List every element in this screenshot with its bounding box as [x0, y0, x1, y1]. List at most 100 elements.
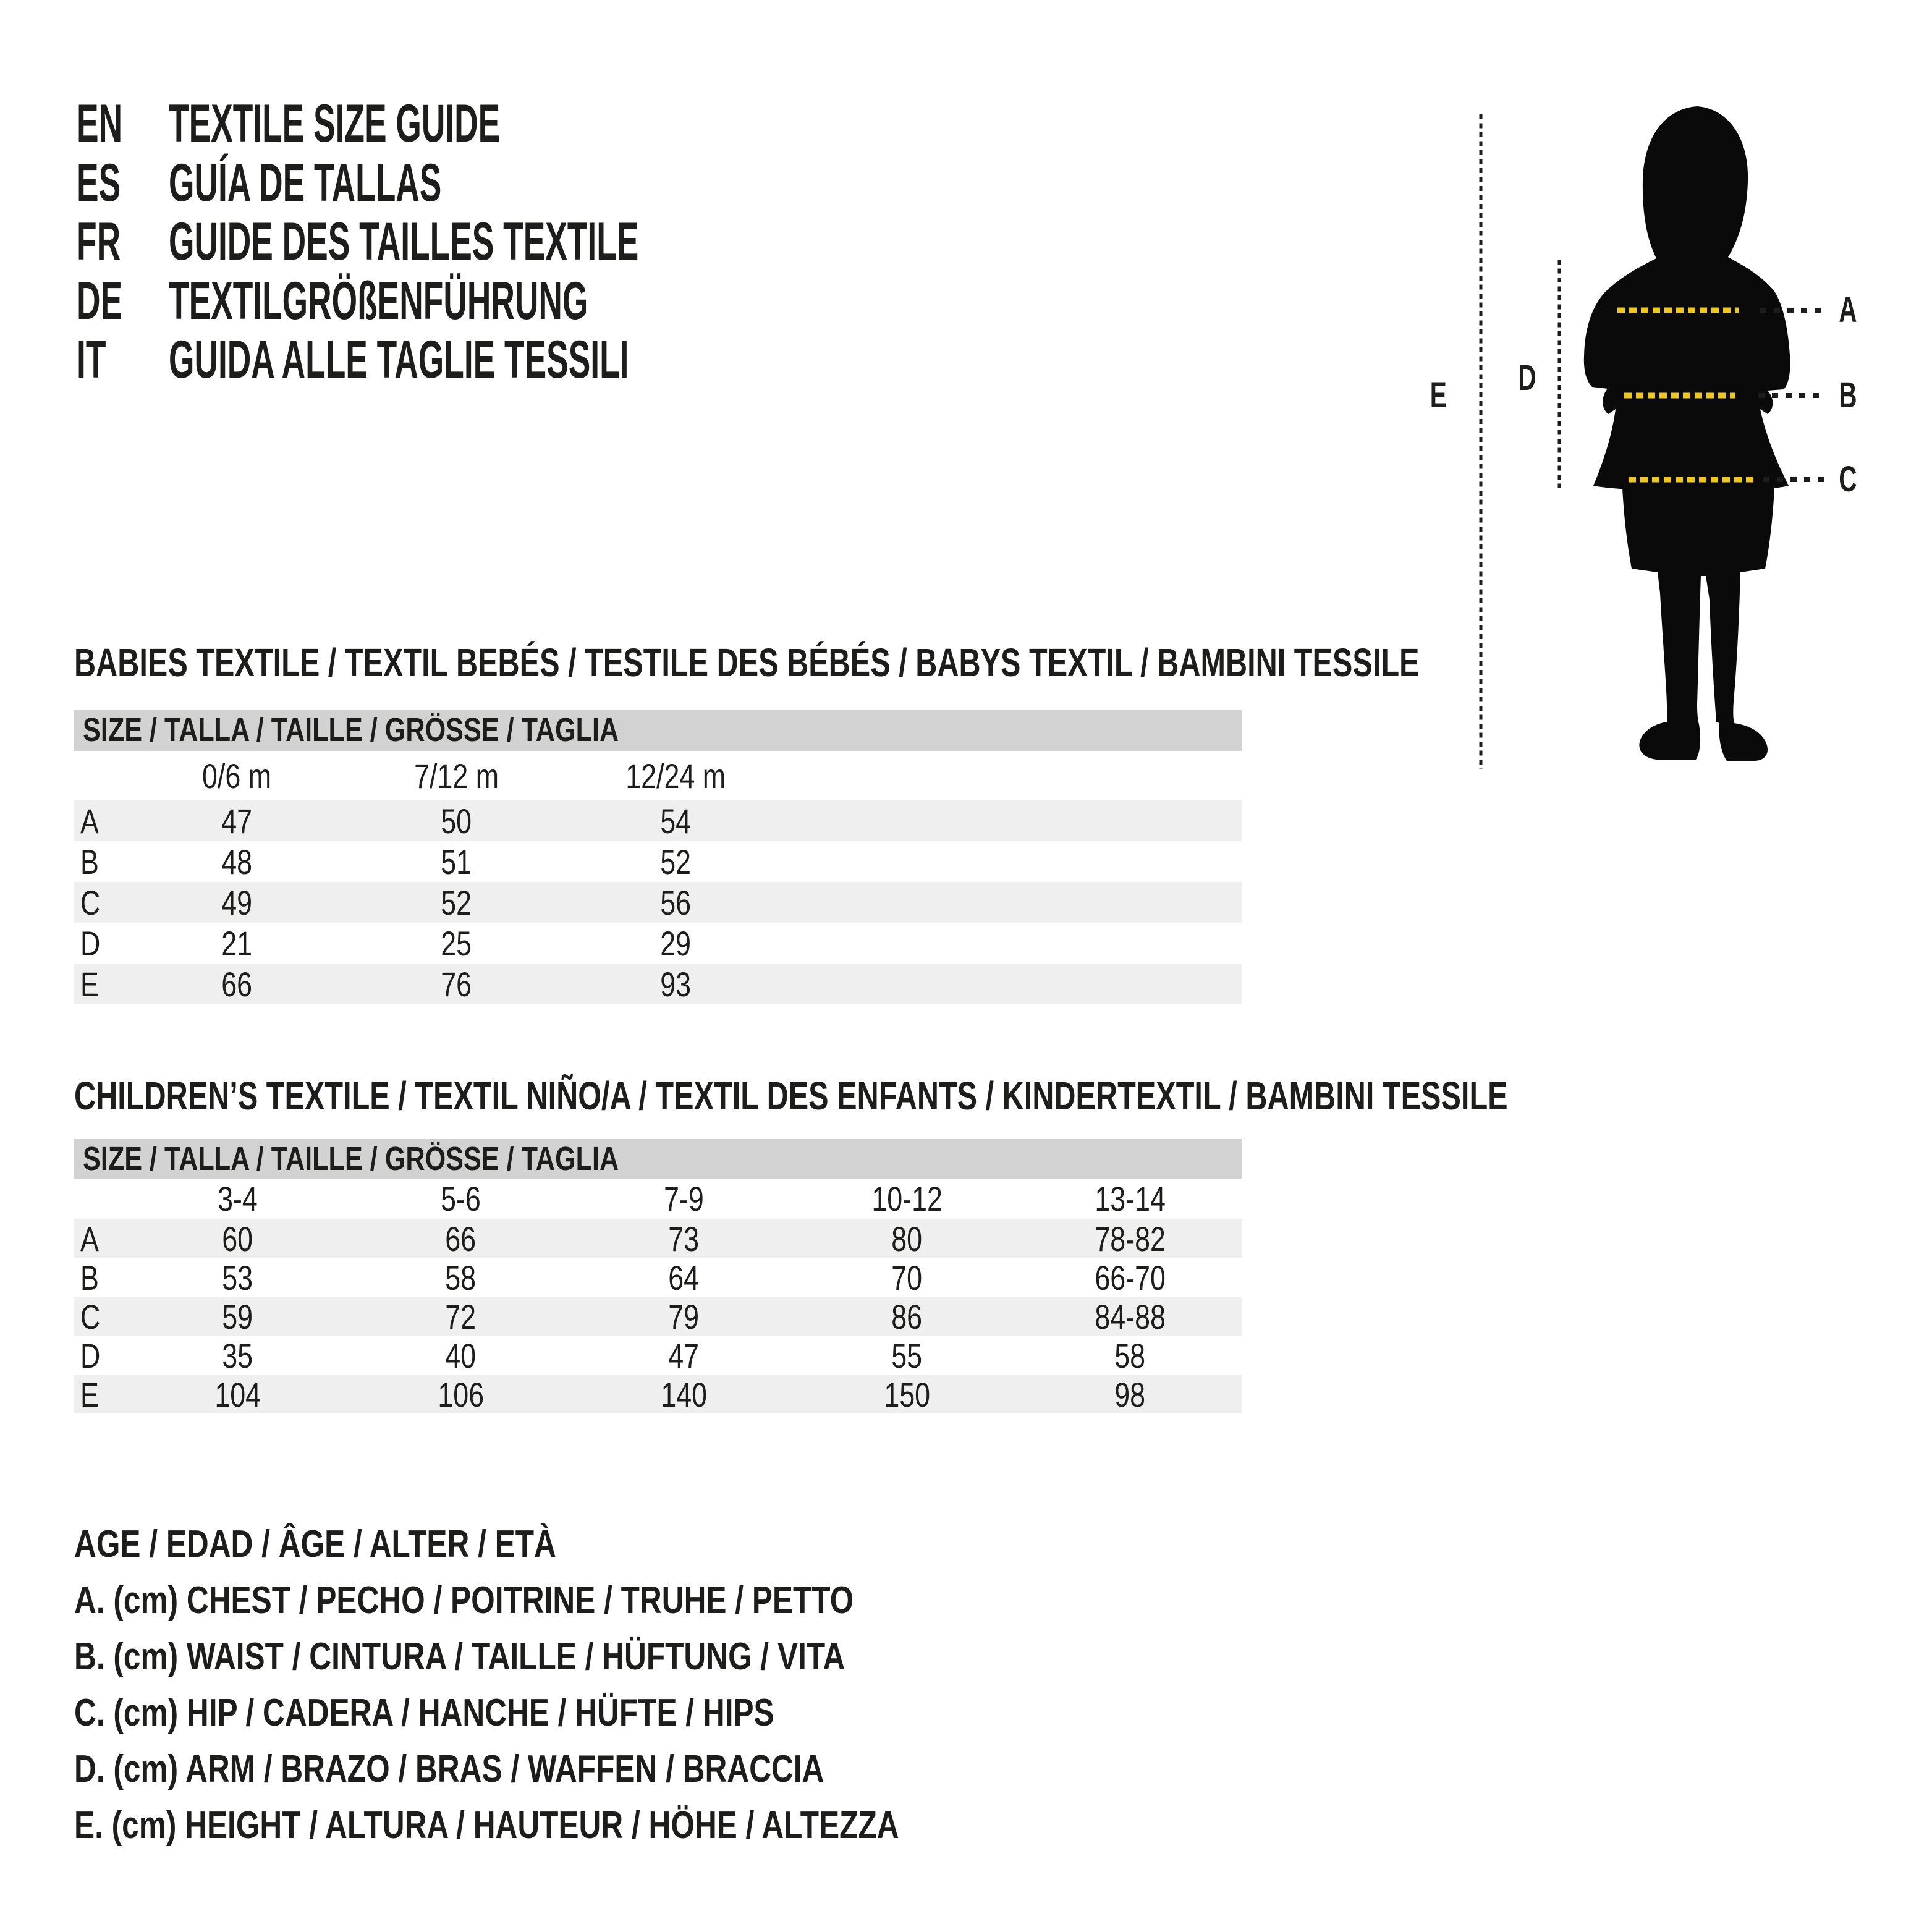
table-row: A 47 50 54	[74, 800, 1242, 841]
value-cell: 49	[221, 883, 253, 922]
value-cell: 55	[891, 1336, 923, 1375]
legend-line: C. (cm) HIP / CADERA / HANCHE / HÜFTE / …	[74, 1692, 774, 1734]
column-header: 0/6 m	[202, 756, 272, 795]
figure-label-b: B	[1839, 375, 1857, 415]
value-cell: 106	[438, 1375, 484, 1414]
table-header-bar: SIZE / TALLA / TAILLE / GRÖSSE / TAGLIA	[74, 710, 1242, 751]
value-cell: 66-70	[1095, 1258, 1166, 1297]
legend-line: AGE / EDAD / ÂGE / ALTER / ETÀ	[74, 1523, 556, 1566]
value-cell: 104	[214, 1375, 261, 1414]
value-cell: 79	[668, 1297, 700, 1336]
language-code: DE	[77, 271, 123, 331]
column-header: 12/24 m	[625, 756, 726, 795]
value-cell: 54	[660, 801, 692, 841]
value-cell: 80	[891, 1219, 923, 1258]
value-cell: 58	[1114, 1336, 1146, 1375]
language-title: GUIDE DES TAILLES TEXTILE	[169, 212, 639, 271]
language-code: FR	[77, 212, 121, 271]
size-row-label: C	[80, 1297, 101, 1336]
value-cell: 35	[222, 1336, 253, 1375]
table-row: E 104 106 140 150 98	[74, 1375, 1242, 1414]
value-cell: 21	[221, 923, 253, 963]
legend-line: D. (cm) ARM / BRAZO / BRAS / WAFFEN / BR…	[74, 1748, 824, 1790]
value-cell: 70	[891, 1258, 923, 1297]
babies-section-title: BABIES TEXTILE / TEXTIL BEBÉS / TESTILE …	[74, 640, 1420, 685]
language-title: GUÍA DE TALLAS	[169, 153, 442, 213]
value-cell: 56	[660, 883, 692, 922]
size-row-label: D	[80, 923, 101, 963]
size-row-label: B	[80, 1258, 99, 1297]
value-cell: 40	[445, 1336, 477, 1375]
language-code: ES	[77, 153, 121, 213]
column-header: 3-4	[218, 1179, 258, 1218]
value-cell: 29	[660, 923, 692, 963]
value-cell: 66	[221, 964, 253, 1004]
table-row: B 48 51 52	[74, 841, 1242, 882]
language-code: IT	[77, 330, 106, 389]
value-cell: 72	[445, 1297, 477, 1336]
value-cell: 66	[445, 1219, 477, 1258]
figure-label-a: A	[1839, 290, 1857, 330]
column-header: 7-9	[664, 1179, 704, 1218]
value-cell: 60	[222, 1219, 253, 1258]
size-row-label: B	[80, 842, 99, 881]
children-section-title: CHILDREN’S TEXTILE / TEXTIL NIÑO/A / TEX…	[74, 1074, 1508, 1118]
table-header-bar: SIZE / TALLA / TAILLE / GRÖSSE / TAGLIA	[74, 1139, 1242, 1179]
value-cell: 25	[441, 923, 472, 963]
table-row: C 49 52 56	[74, 882, 1242, 923]
value-cell: 47	[221, 801, 253, 841]
value-cell: 78-82	[1095, 1219, 1166, 1258]
language-code: EN	[77, 94, 123, 153]
value-cell: 48	[221, 842, 253, 881]
table-row: B 53 58 64 70 66-70	[74, 1258, 1242, 1297]
value-cell: 150	[884, 1375, 930, 1414]
legend-line: A. (cm) CHEST / PECHO / POITRINE / TRUHE…	[74, 1579, 854, 1622]
size-row-label: D	[80, 1336, 101, 1375]
column-header-row: 3-4 5-6 7-9 10-12 13-14	[74, 1179, 1242, 1219]
size-row-label: E	[80, 964, 99, 1004]
language-title: TEXTILGRÖßENFÜHRUNG	[169, 271, 588, 331]
size-row-label: C	[80, 883, 101, 922]
value-cell: 93	[660, 964, 692, 1004]
size-row-label: E	[80, 1375, 99, 1414]
value-cell: 58	[445, 1258, 477, 1297]
size-row-label: A	[80, 801, 99, 841]
babies-table: SIZE / TALLA / TAILLE / GRÖSSE / TAGLIA …	[74, 710, 1242, 1004]
table-row: D 21 25 29	[74, 923, 1242, 964]
figure-label-c: C	[1839, 459, 1857, 499]
figure-label-d: D	[1518, 358, 1536, 398]
column-header: 10-12	[871, 1179, 943, 1218]
value-cell: 98	[1114, 1375, 1146, 1414]
column-header: 13-14	[1095, 1179, 1166, 1218]
table-row: C 59 72 79 86 84-88	[74, 1297, 1242, 1336]
value-cell: 140	[661, 1375, 707, 1414]
size-row-label: A	[80, 1219, 99, 1258]
value-cell: 53	[222, 1258, 253, 1297]
value-cell: 64	[668, 1258, 700, 1297]
legend-line: E. (cm) HEIGHT / ALTURA / HAUTEUR / HÖHE…	[74, 1804, 899, 1847]
table-row: D 35 40 47 55 58	[74, 1336, 1242, 1375]
table-row: A 60 66 73 80 78-82	[74, 1219, 1242, 1258]
column-header-row: 0/6 m 7/12 m 12/24 m	[74, 751, 1242, 800]
child-silhouette-figure	[1479, 106, 1825, 769]
value-cell: 84-88	[1095, 1297, 1166, 1336]
table-row: E 66 76 93	[74, 964, 1242, 1004]
legend-line: B. (cm) WAIST / CINTURA / TAILLE / HÜFTU…	[74, 1635, 845, 1678]
value-cell: 52	[660, 842, 692, 881]
value-cell: 73	[668, 1219, 700, 1258]
language-title: TEXTILE SIZE GUIDE	[169, 94, 501, 153]
table-rows: A 47 50 54 B 48 51 52 C 49 52 56 D 21 25 29 E 66 76 93	[74, 800, 1242, 1004]
language-title: GUIDA ALLE TAGLIE TESSILI	[169, 330, 629, 389]
column-header: 5-6	[441, 1179, 481, 1218]
table-rows: A 60 66 73 80 78-82 B 53 58 64 70 66-70 C 59 72 79 86 84-…	[74, 1219, 1242, 1414]
value-cell: 59	[222, 1297, 253, 1336]
column-header: 7/12 m	[414, 756, 499, 795]
value-cell: 76	[441, 964, 472, 1004]
value-cell: 50	[441, 801, 472, 841]
value-cell: 47	[668, 1336, 700, 1375]
figure-label-e: E	[1430, 375, 1447, 415]
value-cell: 86	[891, 1297, 923, 1336]
silhouette	[1583, 106, 1790, 761]
value-cell: 51	[441, 842, 472, 881]
